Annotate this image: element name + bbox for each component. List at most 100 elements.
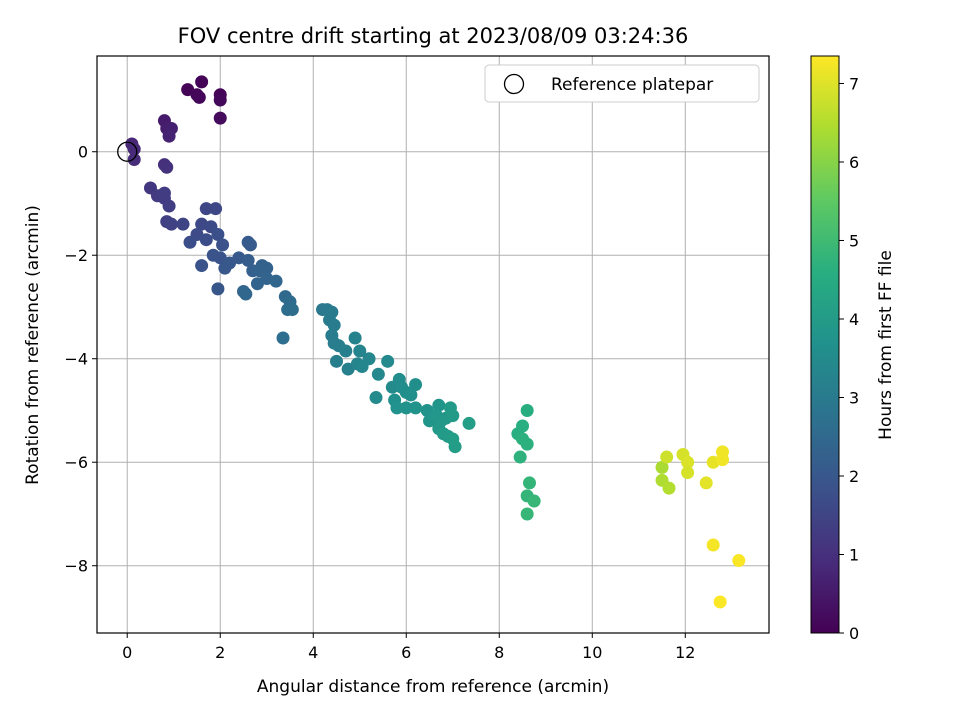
data-point [369,391,383,405]
data-point [195,259,209,273]
data-point [381,354,395,368]
y-tick-label: −8 [64,557,88,576]
data-point [176,217,190,231]
legend: Reference platepar [484,64,760,103]
data-point [409,401,423,415]
data-point [681,466,695,480]
data-point [520,437,534,451]
data-point [260,261,274,275]
data-point [462,416,476,430]
data-point [285,303,299,317]
data-point [353,344,367,358]
data-points [125,75,746,609]
data-point [390,401,404,415]
data-point [241,253,255,267]
x-tick-label: 6 [401,643,411,662]
data-point [339,344,353,358]
y-axis-ticks: 0 −2 −4 −6 −8 [64,143,97,576]
data-point [211,228,225,242]
data-point [211,282,225,296]
data-point [513,450,527,464]
data-point [199,233,213,247]
data-point [699,476,713,490]
data-point [715,453,729,467]
colorbar-tick-label: 0 [849,624,859,643]
data-point [327,318,341,332]
y-tick-label: −2 [64,246,88,265]
data-point [371,367,385,381]
data-point [190,88,204,102]
data-point [160,160,174,174]
data-point [681,455,695,469]
data-point [446,409,460,423]
colorbar-tick-label: 7 [849,74,859,93]
legend-marker [503,73,525,95]
colorbar-ticks: 0 1 2 3 4 5 6 7 [839,74,859,643]
x-axis-label: Angular distance from reference (arcmin) [257,677,609,697]
x-tick-label: 10 [582,643,602,662]
colorbar-tick-label: 5 [849,231,859,250]
colorbar-tick-label: 2 [849,467,859,486]
data-point [209,202,223,216]
y-tick-label: 0 [78,143,88,162]
colorbar-tick-label: 6 [849,153,859,172]
data-point [404,388,418,402]
data-point [276,331,290,345]
data-point [520,403,534,417]
data-point [162,199,176,213]
plot-frame [96,55,770,634]
x-tick-label: 4 [308,643,318,662]
x-tick-label: 12 [675,643,695,662]
data-point [662,481,676,495]
data-point [195,75,209,89]
data-point [448,440,462,454]
x-axis-ticks: 0 2 4 6 8 10 12 [122,633,695,662]
data-point [243,238,257,252]
y-tick-label: −4 [64,350,88,369]
data-point [183,235,197,249]
data-point [330,354,344,368]
y-tick-label: −6 [64,453,88,472]
data-point [127,142,141,156]
data-point [655,460,669,474]
data-point [355,359,369,373]
colorbar-label: Hours from first FF file [876,250,896,440]
data-point [216,238,230,252]
data-point [432,398,446,412]
colorbar-tick-label: 3 [849,388,859,407]
reference-marker [117,141,138,162]
x-tick-label: 2 [215,643,225,662]
legend-label: Reference platepar [551,75,713,95]
data-point [520,507,534,521]
data-point [162,129,176,143]
data-point [164,217,178,231]
chart-title: FOV centre drift starting at 2023/08/09 … [178,24,689,48]
colorbar-tick-label: 1 [849,545,859,564]
data-point [522,476,536,490]
data-point [527,494,541,508]
data-point [213,93,227,107]
legend-box [484,64,760,103]
reference-platepar-marker [117,141,138,162]
data-point [732,554,746,568]
x-tick-label: 8 [494,643,504,662]
colorbar: 0 1 2 3 4 5 6 7 Hours from first FF file [810,55,896,643]
data-point [269,274,283,288]
x-tick-label: 0 [122,643,132,662]
data-point [127,152,141,166]
data-point [706,538,720,552]
data-point [250,277,264,291]
colorbar-gradient [810,55,840,634]
data-point [399,401,413,415]
data-point [348,331,362,345]
y-axis-label: Rotation from reference (arcmin) [23,205,43,485]
data-point [213,111,227,125]
colorbar-tick-label: 4 [849,310,859,329]
data-point [660,450,674,464]
data-point [409,378,423,392]
data-point [199,202,213,216]
data-point [713,595,727,609]
data-point [239,287,253,301]
grid-lines [97,56,769,633]
